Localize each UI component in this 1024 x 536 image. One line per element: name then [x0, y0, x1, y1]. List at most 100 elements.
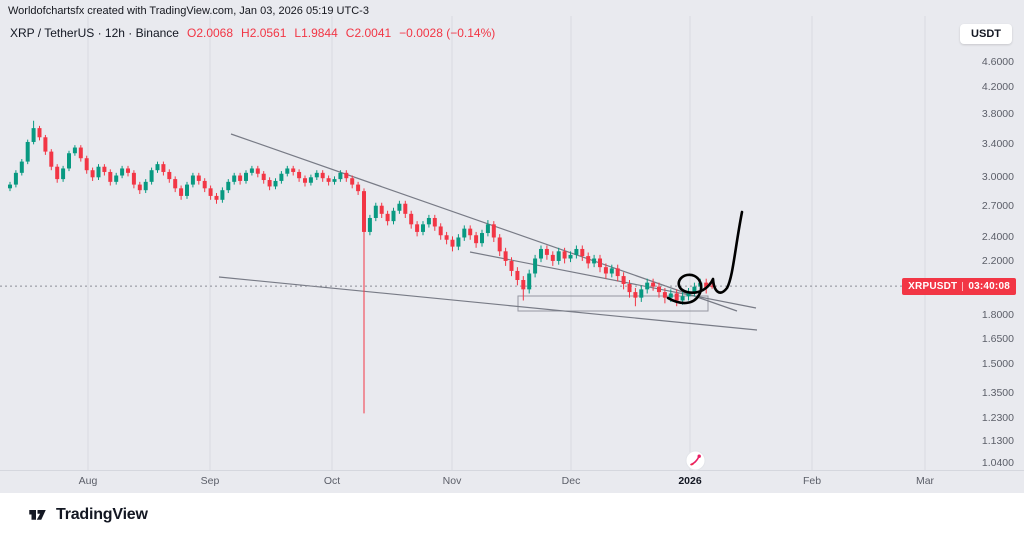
candle-body — [226, 181, 231, 191]
candle-body — [603, 267, 608, 274]
candle-body — [544, 248, 549, 255]
candle-body — [8, 184, 12, 189]
candle-body — [55, 166, 60, 180]
candle-body — [356, 184, 361, 192]
chart-canvas[interactable] — [0, 0, 1024, 493]
range-box[interactable] — [517, 295, 709, 312]
candle-body — [338, 172, 343, 180]
candle-body — [114, 175, 119, 182]
symbol-title[interactable]: XRP / TetherUS · 12h · Binance — [10, 26, 179, 40]
candle-body — [131, 172, 136, 185]
candle-body — [609, 268, 614, 274]
candle-body — [214, 195, 219, 200]
candle-body — [220, 190, 225, 200]
candle-body — [67, 153, 71, 169]
candle-body — [710, 285, 715, 287]
candle-body — [509, 260, 514, 271]
candle-body — [314, 172, 319, 178]
candle-body — [279, 173, 284, 181]
candle-body — [491, 224, 496, 238]
candle-body — [102, 166, 107, 172]
candle-body — [450, 239, 455, 247]
currency-usdt-button[interactable]: USDT — [960, 24, 1012, 44]
candle-body — [344, 172, 349, 179]
candle-body — [409, 213, 414, 225]
candle-body — [586, 256, 591, 264]
candle-body — [320, 172, 325, 179]
candle-body — [190, 175, 195, 185]
projection-drawing[interactable] — [666, 210, 744, 305]
candle-body — [196, 175, 201, 181]
price-tick: 2.4000 — [981, 231, 1014, 244]
tradingview-logo-icon[interactable] — [27, 504, 48, 525]
price-tick: 3.4000 — [981, 137, 1014, 150]
candle-body — [627, 283, 632, 293]
candle-body — [173, 179, 178, 189]
candle-body — [90, 170, 95, 178]
candle-body — [126, 168, 130, 173]
candle-body — [155, 164, 160, 171]
candle-body — [285, 168, 290, 174]
trendline[interactable] — [469, 251, 757, 309]
price-tick: 3.0000 — [981, 171, 1014, 184]
candle-body — [108, 171, 113, 182]
candle-body — [303, 178, 307, 183]
price-tick: 1.6500 — [981, 332, 1014, 345]
tradingview-logo-text[interactable]: TradingView — [56, 505, 148, 523]
candle-body — [185, 184, 189, 196]
candle-body — [639, 289, 644, 298]
candle-body — [503, 251, 508, 261]
candle-body — [202, 180, 207, 189]
candle-body — [497, 237, 502, 252]
candle-body — [515, 270, 520, 280]
candle-body — [297, 171, 302, 179]
candle-body — [686, 292, 691, 297]
candle-body — [273, 180, 278, 187]
candle-body — [232, 175, 237, 182]
candle-body — [550, 254, 555, 261]
candle-body — [444, 235, 449, 240]
ohlc-low: L1.9844 — [294, 26, 338, 40]
candle-body — [96, 166, 101, 178]
candle-body — [645, 282, 650, 290]
candle-body — [574, 248, 579, 255]
price-tick: 1.2300 — [981, 411, 1014, 424]
symbol-price-label: XRPUSDT 03:40:08 — [902, 277, 1016, 295]
candle-body — [362, 191, 366, 232]
trendline[interactable] — [230, 133, 738, 312]
price-tick: 1.3500 — [981, 386, 1014, 399]
candle-body — [562, 251, 567, 259]
price-tick: 4.6000 — [981, 56, 1014, 69]
price-tick: 2.2000 — [981, 254, 1014, 267]
candle-body — [633, 292, 638, 298]
candle-body — [403, 203, 408, 214]
candle-body — [308, 177, 313, 183]
candle-body — [84, 158, 89, 171]
price-tick: 1.0400 — [981, 457, 1014, 470]
candle-body — [668, 293, 673, 298]
price-tick: 1.1300 — [981, 434, 1014, 447]
candle-body — [43, 137, 48, 152]
candle-body — [592, 258, 597, 264]
celebration-marker-icon[interactable] — [685, 450, 706, 471]
price-tick: 4.2000 — [981, 80, 1014, 93]
candle-body — [261, 173, 266, 181]
candle-body — [527, 273, 532, 290]
candle-body — [438, 226, 443, 236]
candle-body — [704, 282, 709, 289]
candle-body — [485, 224, 490, 234]
trendline[interactable] — [218, 276, 758, 331]
price-axis[interactable]: 4.6000 4.2000 3.8000 3.4000 3.0000 2.7000 2.40… — [954, 0, 1024, 493]
candle-body — [350, 178, 355, 185]
footer-bar: TradingView — [0, 493, 1024, 536]
candle-body — [674, 293, 679, 301]
candle-body — [49, 151, 54, 167]
candle-body — [267, 180, 272, 187]
candle-body — [373, 205, 378, 218]
candle-body — [13, 172, 18, 185]
price-tick: 2.7000 — [981, 199, 1014, 212]
candle-body — [149, 170, 154, 182]
candle-body — [533, 258, 538, 274]
candle-body — [391, 210, 396, 222]
